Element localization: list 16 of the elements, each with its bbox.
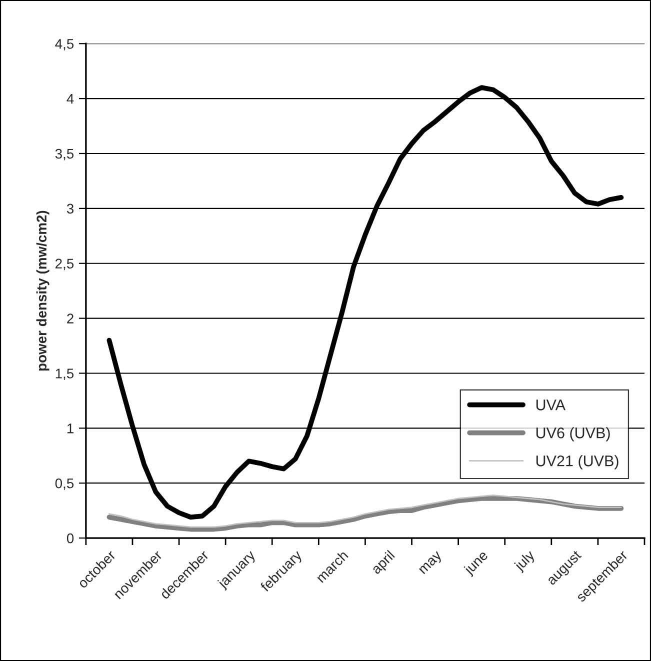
y-tick-label: 4 — [66, 94, 74, 104]
y-tick-label: 4,5 — [55, 39, 74, 50]
y-tick-label: 1,5 — [56, 368, 74, 380]
y-tick-label: 2 — [67, 314, 74, 324]
legend-label: UV21 (UVB) — [536, 455, 618, 470]
y-tick-label: 1 — [67, 424, 74, 434]
y-tick-label: 2,5 — [56, 258, 74, 270]
y-tick-label: 0,5 — [55, 478, 74, 490]
x-tick-label: may — [418, 551, 444, 576]
y-tick-label: 0 — [66, 533, 74, 544]
y-axis-title: power density (mw/cm2) — [36, 210, 50, 371]
y-tick-label: 3,5 — [55, 148, 74, 160]
x-tick-label: july — [513, 549, 538, 574]
y-tick-label: 3 — [66, 204, 74, 214]
legend-label: UV6 (UVB) — [536, 427, 610, 442]
legend-label: UVA — [536, 400, 566, 410]
